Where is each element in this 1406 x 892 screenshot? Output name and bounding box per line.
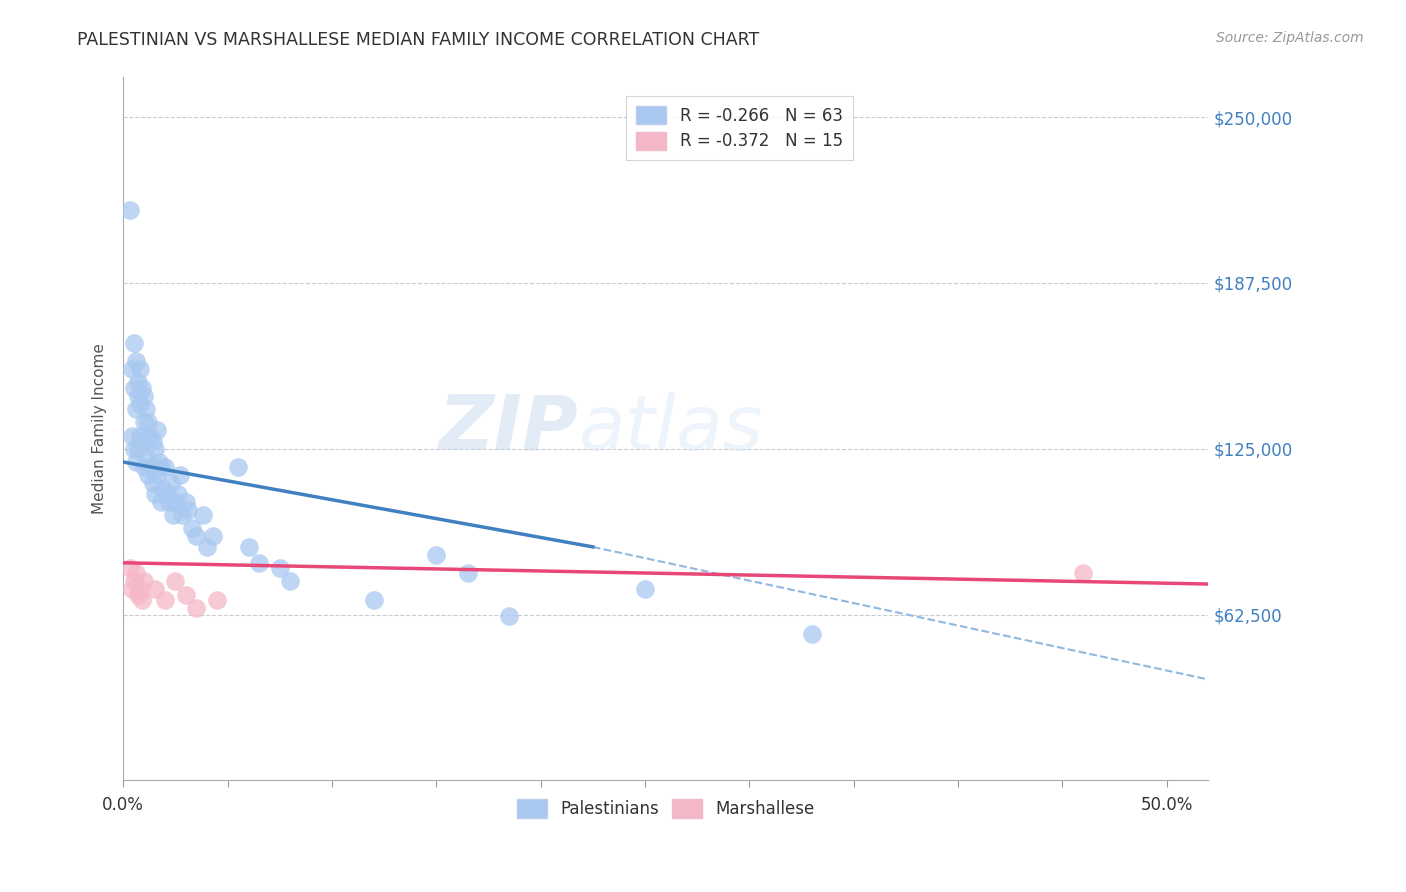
Point bbox=[278, 574, 301, 589]
Y-axis label: Median Family Income: Median Family Income bbox=[93, 343, 107, 515]
Point bbox=[129, 397, 152, 411]
Point bbox=[139, 460, 162, 475]
Point bbox=[143, 487, 166, 501]
Point bbox=[166, 487, 188, 501]
Point bbox=[157, 495, 180, 509]
Point bbox=[125, 455, 148, 469]
Point bbox=[170, 508, 193, 522]
Point bbox=[125, 566, 148, 581]
Point bbox=[125, 354, 148, 368]
Point bbox=[186, 529, 208, 543]
Point bbox=[122, 335, 145, 350]
Text: Source: ZipAtlas.com: Source: ZipAtlas.com bbox=[1216, 31, 1364, 45]
Point bbox=[134, 460, 156, 475]
Point bbox=[162, 508, 184, 522]
Point bbox=[127, 588, 149, 602]
Point bbox=[129, 582, 152, 597]
Point bbox=[143, 442, 166, 456]
Point bbox=[131, 434, 153, 448]
Point bbox=[122, 381, 145, 395]
Point bbox=[269, 561, 291, 575]
Point bbox=[118, 561, 141, 575]
Text: ZIP: ZIP bbox=[439, 392, 579, 466]
Point bbox=[226, 460, 249, 475]
Point bbox=[125, 401, 148, 416]
Point bbox=[149, 460, 172, 475]
Point bbox=[127, 442, 149, 456]
Point bbox=[801, 627, 824, 641]
Point bbox=[134, 574, 156, 589]
Point bbox=[191, 508, 214, 522]
Point bbox=[121, 428, 143, 442]
Point bbox=[143, 582, 166, 597]
Point bbox=[138, 468, 160, 483]
Point bbox=[1071, 566, 1094, 581]
Point bbox=[363, 593, 385, 607]
Point bbox=[145, 468, 167, 483]
Point bbox=[181, 521, 204, 535]
Point bbox=[122, 442, 145, 456]
Point bbox=[160, 476, 183, 491]
Point bbox=[247, 556, 270, 570]
Point bbox=[129, 362, 152, 376]
Point bbox=[118, 202, 141, 217]
Point bbox=[152, 482, 174, 496]
Point bbox=[186, 601, 208, 615]
Point bbox=[498, 608, 520, 623]
Point bbox=[165, 495, 187, 509]
Point bbox=[139, 428, 162, 442]
Point bbox=[205, 593, 228, 607]
Point bbox=[138, 415, 160, 429]
Point bbox=[153, 460, 176, 475]
Point bbox=[121, 362, 143, 376]
Point bbox=[153, 593, 176, 607]
Point bbox=[135, 450, 157, 464]
Point bbox=[141, 434, 163, 448]
Text: PALESTINIAN VS MARSHALLESE MEDIAN FAMILY INCOME CORRELATION CHART: PALESTINIAN VS MARSHALLESE MEDIAN FAMILY… bbox=[77, 31, 759, 49]
Point bbox=[425, 548, 447, 562]
Point bbox=[134, 389, 156, 403]
Point bbox=[134, 415, 156, 429]
Point bbox=[156, 487, 179, 501]
Legend: Palestinians, Marshallese: Palestinians, Marshallese bbox=[510, 793, 821, 825]
Point bbox=[174, 495, 197, 509]
Point bbox=[127, 389, 149, 403]
Point bbox=[165, 574, 187, 589]
Point bbox=[634, 582, 657, 597]
Point bbox=[135, 401, 157, 416]
Point bbox=[149, 495, 172, 509]
Point bbox=[129, 428, 152, 442]
Point bbox=[174, 588, 197, 602]
Point bbox=[127, 376, 149, 390]
Point bbox=[238, 540, 260, 554]
Point bbox=[131, 381, 153, 395]
Point bbox=[202, 529, 225, 543]
Point bbox=[177, 502, 200, 516]
Point bbox=[122, 574, 145, 589]
Point bbox=[131, 593, 153, 607]
Text: atlas: atlas bbox=[579, 392, 763, 466]
Point bbox=[141, 476, 163, 491]
Point bbox=[148, 455, 170, 469]
Point bbox=[457, 566, 479, 581]
Point bbox=[145, 423, 167, 437]
Point bbox=[195, 540, 218, 554]
Point bbox=[121, 582, 143, 597]
Point bbox=[169, 468, 191, 483]
